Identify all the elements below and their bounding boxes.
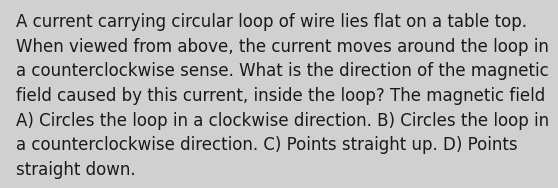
- Text: When viewed from above, the current moves around the loop in: When viewed from above, the current move…: [16, 38, 549, 56]
- Text: field caused by this current, inside the loop? The magnetic field: field caused by this current, inside the…: [16, 87, 545, 105]
- Text: straight down.: straight down.: [16, 161, 135, 179]
- Text: A) Circles the loop in a clockwise direction. B) Circles the loop in: A) Circles the loop in a clockwise direc…: [16, 112, 549, 130]
- Text: A current carrying circular loop of wire lies flat on a table top.: A current carrying circular loop of wire…: [16, 13, 527, 31]
- Text: a counterclockwise sense. What is the direction of the magnetic: a counterclockwise sense. What is the di…: [16, 62, 549, 80]
- Text: a counterclockwise direction. C) Points straight up. D) Points: a counterclockwise direction. C) Points …: [16, 136, 517, 154]
